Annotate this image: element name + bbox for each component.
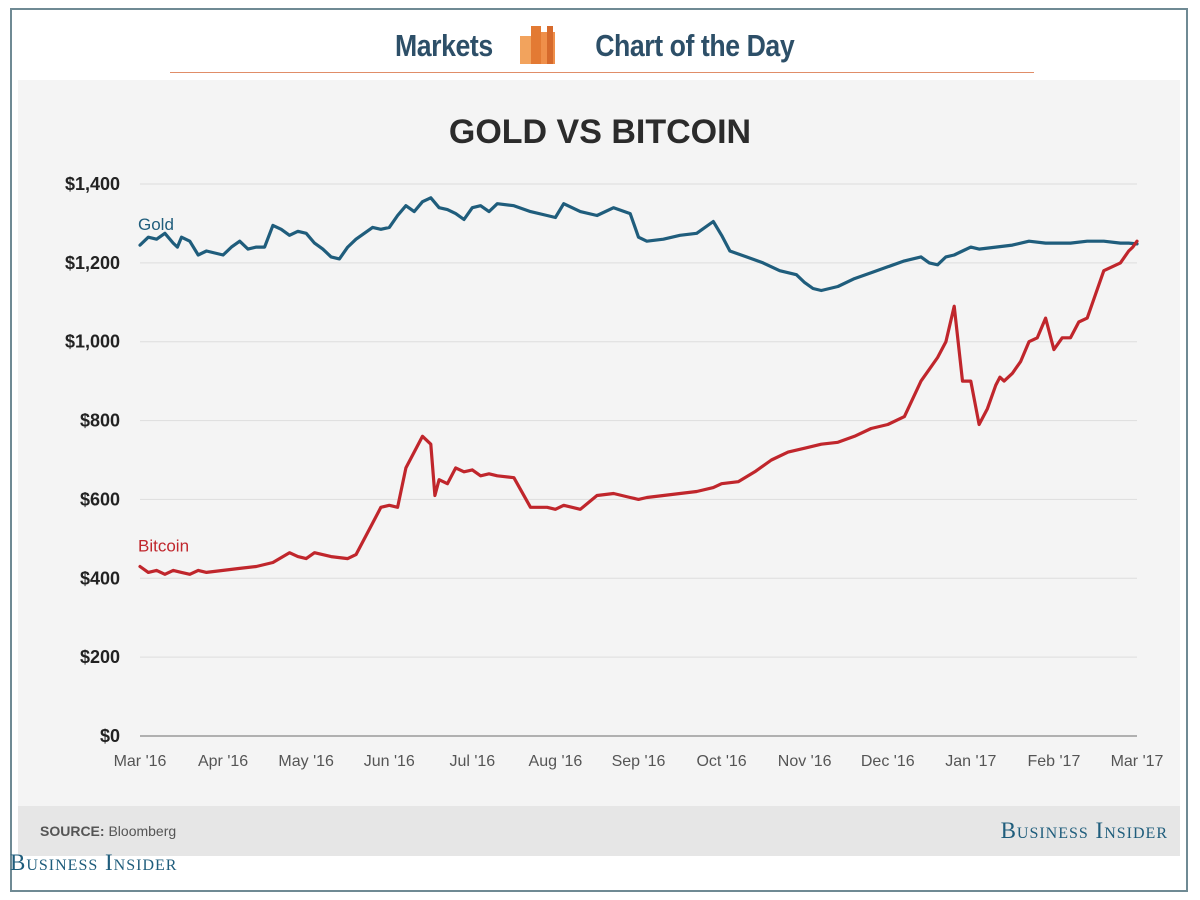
chart-frame: Markets Chart of the Day SOURCE: Bloombe… — [10, 8, 1188, 892]
x-tick-label: Apr '16 — [198, 753, 248, 770]
y-tick-label: $600 — [80, 489, 120, 509]
series-line-gold — [138, 196, 1139, 293]
source-bar: SOURCE: Bloomberg Business Insider — [18, 806, 1180, 856]
y-axis-ticks: $0 $200 $400 $600 $800 $1,000 $1,200 $1,400 — [65, 174, 120, 746]
x-tick-label: Feb '17 — [1027, 753, 1080, 770]
source-label: SOURCE: — [40, 823, 105, 839]
x-tick-label: Jul '16 — [449, 753, 495, 770]
series-label-gold: Gold — [138, 215, 174, 234]
chart-panel — [18, 80, 1180, 856]
x-tick-label: May '16 — [278, 753, 334, 770]
series-labels: Gold Bitcoin — [138, 215, 189, 555]
business-insider-footer-logo: Business Insider — [10, 850, 178, 875]
chart-title: GOLD VS BITCOIN — [449, 113, 751, 151]
y-tick-label: $400 — [80, 568, 120, 588]
x-tick-label: Jun '16 — [364, 753, 415, 770]
x-tick-label: Sep '16 — [612, 753, 666, 770]
x-axis-ticks: Mar '16 Apr '16 May '16 Jun '16 Jul '16 Aug '… — [114, 753, 1164, 770]
x-tick-label: Mar '17 — [1111, 753, 1164, 770]
y-tick-label: $1,200 — [65, 253, 120, 273]
source-value: Bloomberg — [108, 823, 177, 839]
banner: Markets Chart of the Day — [12, 10, 1186, 80]
banner-divider — [170, 72, 1034, 73]
y-tick-label: $0 — [100, 726, 120, 746]
y-tick-label: $1,400 — [65, 174, 120, 194]
x-tick-label: Mar '16 — [114, 753, 167, 770]
x-tick-label: Aug '16 — [529, 753, 583, 770]
y-tick-label: $800 — [80, 411, 120, 431]
bar-chart-icon — [517, 22, 563, 71]
x-tick-label: Dec '16 — [861, 753, 915, 770]
y-tick-label: $1,000 — [65, 332, 120, 352]
x-tick-label: Oct '16 — [696, 753, 746, 770]
business-insider-logo: Business Insider — [1000, 818, 1168, 843]
y-tick-label: $200 — [80, 647, 120, 667]
series-line-bitcoin — [138, 239, 1139, 576]
series-label-bitcoin: Bitcoin — [138, 536, 189, 555]
banner-markets-label: Markets — [395, 28, 494, 63]
source-note: SOURCE: Bloomberg — [40, 823, 176, 839]
banner-chart-of-the-day-label: Chart of the Day — [595, 28, 795, 63]
x-tick-label: Nov '16 — [778, 753, 832, 770]
gridlines — [140, 183, 1137, 737]
series-lines — [138, 196, 1139, 576]
x-tick-label: Jan '17 — [945, 753, 996, 770]
